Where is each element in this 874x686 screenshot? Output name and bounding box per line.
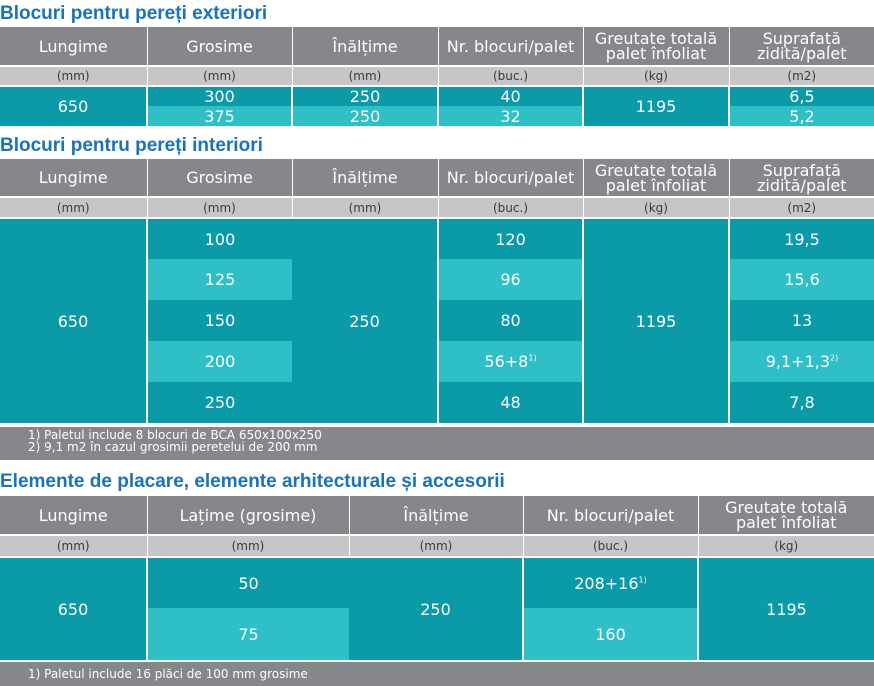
cell-nr-blocuri: 120 [438, 217, 584, 259]
cell-lungime: 650 [0, 556, 148, 660]
unit-inaltime: (mm) [349, 534, 524, 557]
header-inaltime: Înălțime [292, 27, 439, 66]
cell-greutate: 1195 [698, 556, 874, 660]
cell-nr-blocuri: 160 [523, 608, 699, 660]
unit-greutate: (kg) [698, 534, 874, 557]
cell-suprafata: 7,8 [729, 382, 874, 423]
cell-grosime: 150 [147, 300, 292, 341]
header-grosime: Grosime [147, 159, 293, 197]
header-lungime: Lungime [0, 159, 148, 197]
cell-inaltime: 250 [292, 106, 439, 126]
unit-suprafata: (m2) [729, 196, 874, 218]
cell-lungime: 650 [0, 85, 148, 126]
unit-inaltime: (mm) [292, 65, 439, 86]
header-nr-blocuri: Nr. blocuri/palet [438, 159, 584, 197]
cell-suprafata: 6,5 [729, 85, 874, 106]
section-title-exterior: Blocuri pentru pereți exteriori [0, 3, 268, 24]
section-title-placare: Elemente de placare, elemente arhitectur… [0, 471, 505, 492]
header-latime: Lațime (grosime) [147, 496, 350, 535]
cell-nr-blocuri: 96 [438, 259, 584, 300]
cell-grosime-300: 300 [147, 85, 293, 106]
header-inaltime: Înălțime [292, 159, 439, 197]
cell-nr-blocuri: 56+81) [438, 341, 584, 382]
value-text: 56+8 [484, 352, 529, 371]
header-grosime: Grosime [147, 27, 293, 66]
cell-nr-blocuri: 32 [438, 106, 584, 126]
section-title-interior: Blocuri pentru pereți interiori [0, 135, 263, 156]
unit-nr-blocuri: (buc.) [438, 196, 584, 218]
cell-grosime: 125 [147, 259, 292, 300]
unit-nr-blocuri: (buc.) [438, 65, 584, 86]
footnotes-interior: 1) Paletul include 8 blocuri de BCA 650x… [0, 427, 874, 460]
cell-suprafata: 15,6 [729, 259, 874, 300]
cell-nr-blocuri: 48 [438, 382, 584, 423]
header-greutate: Greutate totală palet înfoliat [583, 159, 730, 197]
unit-grosime: (mm) [147, 65, 293, 86]
cell-inaltime: 250 [292, 217, 439, 423]
table-placare: Lungime Lațime (grosime) Înălțime Nr. bl… [0, 496, 874, 660]
cell-nr-blocuri: 208+161) [523, 556, 699, 608]
header-nr-blocuri: Nr. blocuri/palet [523, 496, 699, 535]
header-suprafata: Suprafață zidită/palet [729, 27, 874, 66]
unit-lungime: (mm) [0, 534, 148, 557]
header-lungime: Lungime [0, 27, 148, 66]
cell-grosime: 200 [147, 341, 292, 382]
cell-grosime: 100 [147, 217, 292, 259]
cell-suprafata: 5,2 [729, 106, 874, 126]
cell-nr-blocuri: 40 [438, 85, 584, 106]
cell-suprafata: 13 [729, 300, 874, 341]
unit-suprafata: (m2) [729, 65, 874, 86]
header-lungime: Lungime [0, 496, 148, 535]
unit-grosime: (mm) [147, 196, 293, 218]
footnote-1: 1) Paletul include 16 plăci de 100 mm gr… [28, 667, 308, 681]
header-nr-blocuri: Nr. blocuri/palet [438, 27, 584, 66]
cell-suprafata: 9,1+1,32) [729, 341, 874, 382]
unit-lungime: (mm) [0, 65, 148, 86]
cell-inaltime: 250 [349, 556, 524, 660]
footnote-marker: 1) [528, 353, 537, 363]
cell-latime: 50 [147, 556, 349, 608]
unit-latime: (mm) [147, 534, 350, 557]
unit-lungime: (mm) [0, 196, 148, 218]
unit-greutate: (kg) [583, 65, 730, 86]
table-exterior: Lungime Grosime Înălțime Nr. blocuri/pal… [0, 27, 874, 126]
header-inaltime: Înălțime [349, 496, 524, 535]
header-greutate: Greutate totală palet înfoliat [583, 27, 730, 66]
cell-inaltime: 250 [292, 85, 439, 106]
value-text: 208+16 [574, 573, 639, 593]
footnote-marker: 2) [830, 353, 839, 363]
footnotes-placare: 1) Paletul include 16 plăci de 100 mm gr… [0, 662, 874, 686]
value-text: 9,1+1,3 [765, 352, 831, 371]
footnote-1: 1) Paletul include 8 blocuri de BCA 650x… [28, 428, 322, 442]
cell-grosime: 250 [147, 382, 292, 423]
cell-suprafata: 19,5 [729, 217, 874, 259]
footnote-2: 2) 9,1 m2 în cazul grosimii peretelui de… [28, 440, 318, 454]
unit-greutate: (kg) [583, 196, 730, 218]
table-interior: Lungime Grosime Înălțime Nr. blocuri/pal… [0, 159, 874, 423]
unit-nr-blocuri: (buc.) [523, 534, 699, 557]
cell-greutate: 1195 [583, 217, 730, 423]
header-greutate: Greutate totală palet înfoliat [698, 496, 874, 535]
cell-grosime-375: 375 [147, 106, 293, 126]
cell-lungime: 650 [0, 217, 148, 423]
cell-greutate: 1195 [583, 85, 730, 126]
cell-nr-blocuri: 80 [438, 300, 584, 341]
cell-latime: 75 [147, 608, 349, 660]
unit-inaltime: (mm) [292, 196, 439, 218]
footnote-marker: 1) [638, 575, 647, 585]
header-suprafata: Suprafață zidită/palet [729, 159, 874, 197]
